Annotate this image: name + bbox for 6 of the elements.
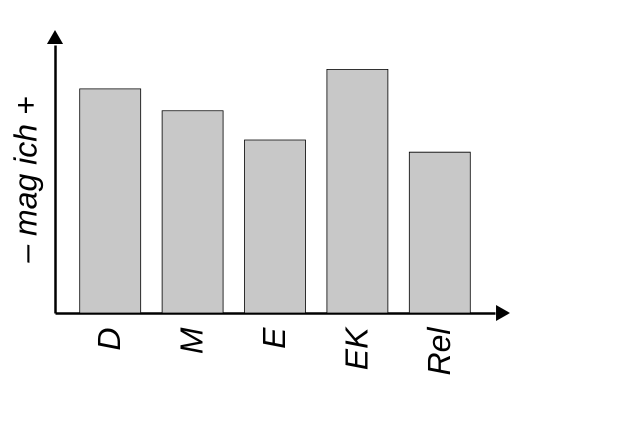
x-tick-label: E (256, 326, 292, 349)
x-tick-label: EK (338, 326, 374, 370)
x-tick-label: Rel (420, 326, 457, 376)
x-tick-label: D (91, 328, 128, 351)
y-axis-title: – mag ich + (8, 96, 44, 264)
x-tick-label: M (174, 327, 210, 354)
